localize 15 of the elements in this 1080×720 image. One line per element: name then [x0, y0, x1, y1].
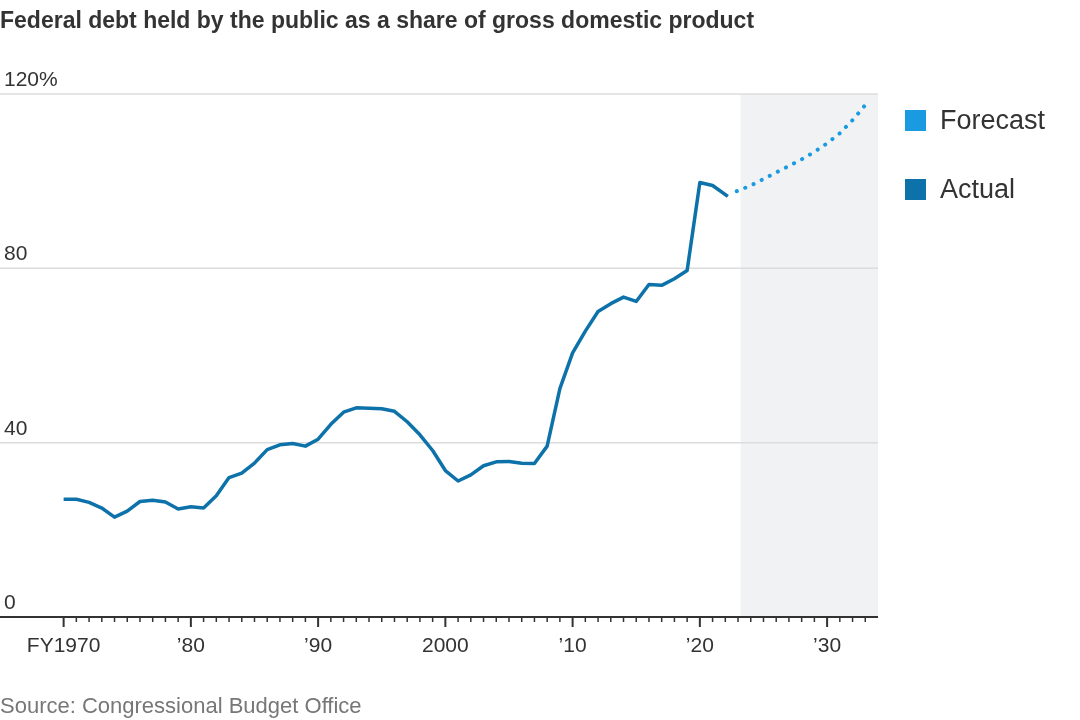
- legend-label: Forecast: [940, 105, 1046, 135]
- y-tick-label: 0: [4, 590, 16, 613]
- x-tick-label: 2000: [422, 633, 469, 656]
- x-tick-label: FY1970: [26, 633, 101, 656]
- x-tick-label: ’80: [176, 633, 205, 656]
- source-note: Source: Congressional Budget Office: [0, 693, 362, 718]
- x-tick-label: ’30: [813, 633, 842, 656]
- x-tick-label: ’10: [558, 633, 587, 656]
- x-tick-label: ’90: [304, 633, 333, 656]
- y-tick-label: 120%: [4, 67, 58, 90]
- legend-label: Actual: [940, 174, 1016, 204]
- x-tick-label: ’20: [685, 633, 714, 656]
- y-tick-label: 40: [4, 415, 28, 439]
- y-tick-label: 80: [4, 241, 28, 265]
- chart-title: Federal debt held by the public as a share of gross domestic product: [0, 7, 755, 33]
